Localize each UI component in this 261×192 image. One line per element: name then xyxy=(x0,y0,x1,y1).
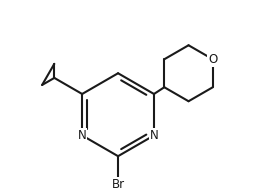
Text: N: N xyxy=(150,129,158,142)
Text: N: N xyxy=(78,129,87,142)
Text: O: O xyxy=(208,53,217,66)
Text: Br: Br xyxy=(111,178,124,191)
